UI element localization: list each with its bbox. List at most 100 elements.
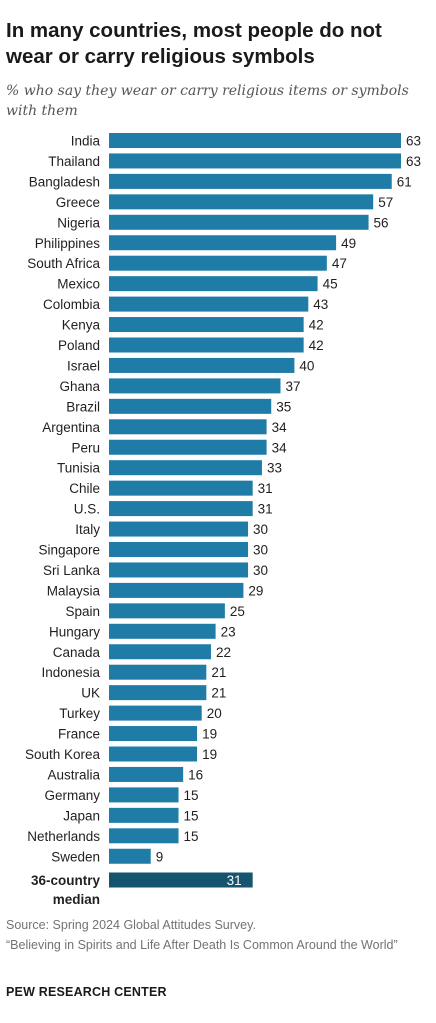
bar: [109, 828, 179, 844]
category-label: Ghana: [59, 379, 100, 394]
category-label: France: [58, 727, 100, 742]
value-label: 57: [378, 195, 393, 210]
category-label: Sri Lanka: [43, 563, 101, 578]
value-label: 20: [207, 706, 222, 721]
category-label: Greece: [56, 195, 100, 210]
category-label: Kenya: [62, 318, 101, 333]
category-label: Netherlands: [27, 829, 100, 844]
category-label: Indonesia: [41, 665, 100, 680]
source-note: Source: Spring 2024 Global Attitudes Sur…: [6, 918, 256, 932]
category-label: Hungary: [49, 624, 100, 639]
value-label: 56: [374, 215, 389, 230]
bar: [109, 378, 281, 394]
value-label: 15: [184, 829, 199, 844]
value-label: 9: [156, 849, 164, 864]
bar: [109, 194, 374, 210]
bar: [109, 542, 249, 557]
bar: [109, 460, 262, 476]
category-label: Canada: [53, 645, 101, 660]
category-label: Thailand: [48, 154, 100, 169]
category-label: Australia: [47, 767, 100, 782]
value-label: 15: [184, 788, 199, 803]
category-label: Mexico: [57, 277, 100, 292]
value-label: 31: [258, 481, 273, 496]
value-label: 19: [202, 727, 217, 742]
bar: [109, 296, 309, 312]
category-label: Israel: [67, 358, 100, 373]
value-label: 40: [299, 358, 314, 373]
category-label: Tunisia: [57, 461, 101, 476]
value-label: 15: [184, 808, 199, 823]
value-label: 31: [258, 502, 273, 517]
bar: [109, 603, 225, 619]
category-label: UK: [81, 686, 100, 701]
category-label: India: [71, 134, 101, 149]
chart-subtitle: % who say they wear or carry religious i…: [6, 83, 409, 119]
category-label: Italy: [75, 522, 100, 537]
bar: [109, 173, 392, 189]
category-label: South Korea: [25, 747, 101, 762]
bar: [109, 133, 401, 148]
bar: [109, 255, 327, 271]
value-label: 21: [211, 686, 226, 701]
bar: [109, 317, 304, 333]
bar: [109, 766, 184, 782]
pew-logo-text: PEW RESEARCH CENTER: [6, 985, 167, 999]
bar: [109, 848, 151, 864]
bar: [109, 235, 337, 251]
category-label: Spain: [65, 604, 100, 619]
value-label: 25: [230, 604, 245, 619]
value-label: 34: [272, 440, 288, 455]
category-label: Japan: [63, 808, 100, 823]
category-label: Philippines: [35, 236, 101, 251]
bar: [109, 357, 295, 373]
value-label: 16: [188, 767, 203, 782]
value-label: 63: [406, 154, 421, 169]
bar: [109, 582, 244, 598]
bar: [109, 685, 207, 701]
bar: [109, 746, 198, 762]
median-value-label: 31: [227, 873, 242, 888]
value-label: 47: [332, 256, 347, 271]
bar: [109, 214, 369, 230]
value-label: 33: [267, 461, 282, 476]
category-label: Chile: [69, 481, 100, 496]
value-label: 37: [285, 379, 300, 394]
category-label: Colombia: [43, 297, 101, 312]
value-label: 45: [323, 277, 338, 292]
bar: [109, 726, 198, 742]
bar: [109, 276, 318, 292]
value-label: 19: [202, 747, 217, 762]
category-label: Argentina: [42, 420, 100, 435]
chart-title: In many countries, most people do not we…: [6, 19, 382, 68]
category-label: South Africa: [27, 256, 100, 271]
value-label: 30: [253, 522, 268, 537]
value-label: 49: [341, 236, 356, 251]
value-label: 42: [309, 338, 324, 353]
bar: [109, 787, 179, 803]
bar: [109, 521, 249, 537]
bar: [109, 439, 267, 455]
category-label: U.S.: [74, 502, 100, 517]
bar: [109, 807, 179, 823]
bar: [109, 153, 401, 169]
bar: [109, 337, 304, 353]
value-label: 29: [248, 583, 263, 598]
value-label: 30: [253, 563, 268, 578]
report-title-note: “Believing in Spirits and Life After Dea…: [6, 938, 398, 952]
median-label-line2: median: [53, 892, 100, 907]
category-label: Bangladesh: [29, 174, 100, 189]
category-label: Poland: [58, 338, 100, 353]
bar: [109, 664, 207, 680]
bar: [109, 562, 249, 578]
bar: [109, 623, 216, 639]
bar: [109, 644, 211, 660]
category-label: Turkey: [59, 706, 100, 721]
value-label: 22: [216, 645, 231, 660]
value-label: 61: [397, 174, 412, 189]
value-label: 34: [272, 420, 288, 435]
bar: [109, 501, 253, 517]
category-label: Germany: [44, 788, 100, 803]
bar: [109, 398, 272, 414]
